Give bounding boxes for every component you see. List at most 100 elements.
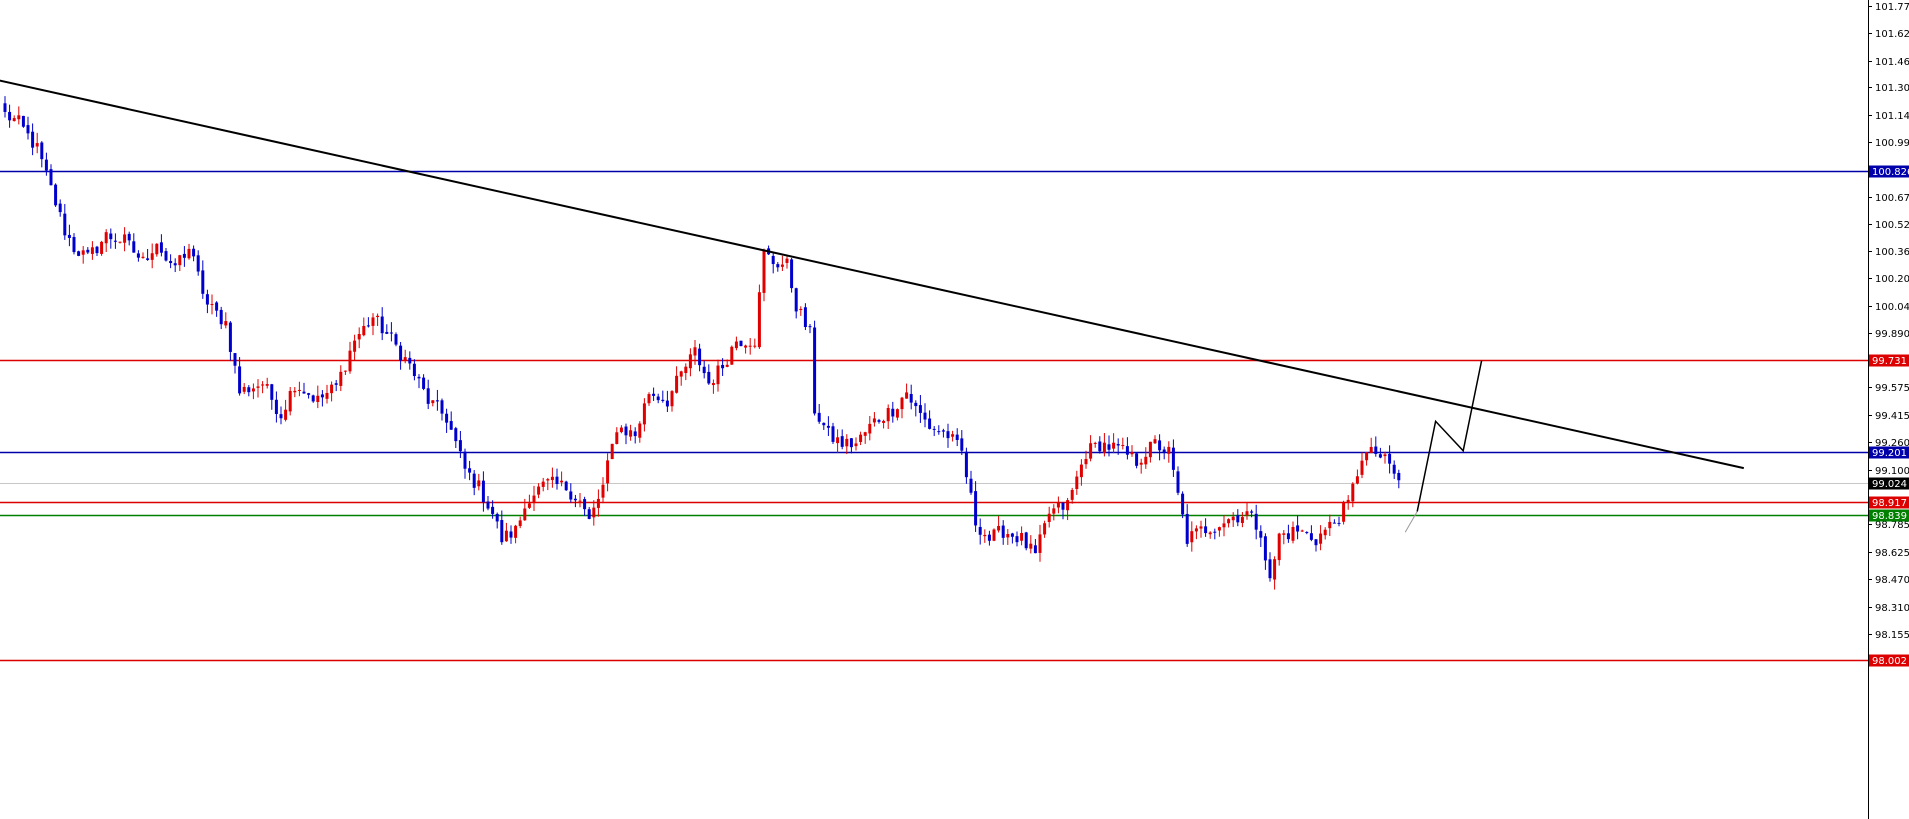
level-price-tag-5: 98.002: [1869, 654, 1909, 667]
candle: [987, 530, 991, 546]
candle: [937, 425, 941, 435]
candle: [54, 183, 58, 207]
candle: [316, 385, 320, 409]
candle: [647, 392, 651, 406]
candle: [532, 485, 536, 511]
candle: [550, 467, 554, 488]
candle: [380, 307, 384, 341]
candle: [238, 357, 242, 396]
candle: [173, 258, 177, 273]
candle: [610, 443, 614, 460]
candle: [72, 233, 76, 255]
candle: [555, 468, 559, 490]
candle: [744, 344, 748, 354]
candle: [688, 348, 692, 377]
candle: [454, 426, 458, 449]
candle: [909, 384, 913, 410]
candle: [1125, 437, 1129, 460]
candle: [109, 228, 113, 249]
candle: [353, 334, 357, 361]
candle: [1098, 436, 1102, 454]
y-tick-label: 100.520: [1875, 220, 1909, 231]
candle: [1227, 518, 1231, 528]
y-tick-label: 99.575: [1875, 383, 1909, 394]
y-tick-label: 100.990: [1875, 138, 1909, 149]
candle: [813, 320, 817, 416]
candle: [1388, 445, 1392, 474]
candle: [357, 327, 361, 349]
candle: [1158, 434, 1162, 461]
candle: [753, 338, 757, 349]
svg-text:98.002: 98.002: [1872, 656, 1907, 667]
candle: [435, 389, 439, 411]
candle: [399, 342, 403, 370]
y-tick-label: 101.305: [1875, 83, 1909, 94]
candle: [265, 377, 269, 389]
candle: [1190, 521, 1194, 552]
candle: [619, 425, 623, 434]
candle: [799, 306, 803, 316]
candle: [100, 240, 104, 256]
candle: [1305, 531, 1309, 535]
candle: [228, 321, 232, 361]
candle: [1328, 514, 1332, 537]
candle: [826, 416, 830, 436]
candle: [504, 522, 508, 542]
candle: [1199, 520, 1203, 538]
candle: [1277, 532, 1281, 566]
candle: [762, 248, 766, 302]
candle: [1153, 435, 1157, 444]
candle: [334, 379, 338, 392]
candle: [882, 419, 886, 429]
candle: [974, 481, 978, 532]
candle: [343, 370, 347, 375]
candle: [1346, 495, 1350, 510]
candle: [661, 390, 665, 403]
candle: [1231, 512, 1235, 527]
candle: [330, 381, 334, 402]
candle: [1093, 441, 1097, 448]
candle: [1047, 506, 1051, 528]
candle: [1144, 447, 1148, 469]
y-tick-label: 101.145: [1875, 111, 1909, 122]
candle: [256, 379, 260, 398]
candle: [1116, 438, 1120, 455]
candle: [725, 359, 729, 368]
candle: [1342, 500, 1346, 525]
candle: [1259, 525, 1263, 548]
candle: [1029, 535, 1033, 554]
candle: [233, 353, 237, 374]
candle: [946, 423, 950, 448]
candle: [633, 427, 637, 444]
plot-background: [0, 0, 1868, 819]
candle: [914, 400, 918, 417]
candle: [1314, 539, 1318, 552]
candle: [638, 421, 642, 443]
projection-shadow: [1404, 511, 1418, 533]
candle: [983, 529, 987, 543]
candle: [201, 260, 205, 299]
candle: [371, 313, 375, 336]
candle: [514, 524, 518, 544]
candle: [675, 366, 679, 394]
candle: [1176, 466, 1180, 496]
candle: [523, 498, 527, 521]
candle: [868, 415, 872, 441]
candle: [721, 358, 725, 376]
candle: [1024, 531, 1028, 551]
current-price-tag: 99.024: [1869, 477, 1909, 490]
candle: [1112, 433, 1116, 454]
candle: [155, 243, 159, 257]
price-tags: 100.826 99.731 99.201 98.917 98.839 98.002 99.…: [1869, 165, 1909, 667]
candle: [734, 336, 738, 351]
candle: [596, 489, 600, 517]
candle: [385, 324, 389, 335]
candle: [1171, 439, 1175, 477]
y-tick-label: 99.890: [1875, 329, 1909, 340]
candle: [877, 418, 881, 424]
candle: [417, 374, 421, 389]
candle: [656, 393, 660, 404]
candle: [95, 245, 99, 256]
candle: [1204, 518, 1208, 537]
candle: [573, 494, 577, 508]
